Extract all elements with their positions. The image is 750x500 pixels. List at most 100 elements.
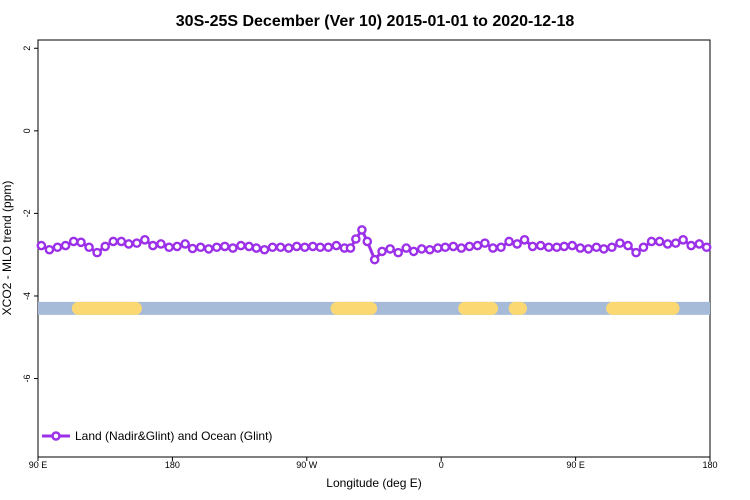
data-point	[393, 247, 403, 258]
data-point	[543, 242, 554, 253]
data-point	[68, 236, 79, 247]
data-point	[567, 240, 578, 251]
data-point	[607, 242, 617, 253]
data-point	[259, 244, 270, 255]
data-point	[351, 234, 361, 244]
data-point	[244, 241, 254, 252]
y-tick-label: -2	[22, 209, 32, 217]
data-point	[670, 238, 681, 248]
data-point	[60, 240, 71, 251]
data-point	[686, 240, 696, 251]
data-point	[408, 246, 419, 257]
x-axis-label: Longitude (deg E)	[326, 476, 421, 490]
data-point	[148, 240, 158, 251]
data-point	[236, 240, 246, 251]
y-axis-label: XCO2 - MLO trend (ppm)	[0, 181, 14, 316]
data-point	[488, 243, 498, 253]
data-point	[84, 242, 94, 253]
data-point	[504, 236, 514, 247]
data-point	[662, 239, 673, 249]
data-point	[315, 242, 326, 253]
data-point	[362, 236, 373, 247]
data-point	[251, 243, 262, 253]
x-tick-label: 0	[439, 460, 444, 470]
series	[36, 225, 712, 265]
data-point	[195, 242, 206, 253]
data-point	[123, 239, 134, 249]
data-point	[678, 235, 688, 245]
data-point	[345, 243, 356, 253]
data-point	[308, 241, 318, 252]
data-point	[52, 242, 63, 253]
data-point	[116, 236, 127, 247]
data-point	[291, 241, 302, 252]
data-point	[401, 243, 412, 253]
data-point	[131, 238, 142, 248]
data-point	[220, 241, 230, 252]
data-point	[527, 241, 538, 252]
data-point	[646, 236, 657, 247]
legend-label: Land (Nadir&Glint) and Ocean (Glint)	[75, 429, 272, 443]
data-point	[638, 242, 649, 253]
data-point	[108, 236, 119, 247]
data-point	[456, 243, 467, 253]
data-point	[654, 236, 665, 247]
y-tick-label: -6	[22, 375, 32, 383]
data-point	[228, 243, 238, 253]
data-point	[591, 242, 602, 253]
y-tick-label: 0	[22, 128, 32, 133]
data-point	[369, 254, 380, 265]
data-point	[187, 243, 198, 254]
data-point	[496, 242, 506, 253]
data-point	[275, 242, 286, 253]
data-point	[599, 244, 609, 254]
data-point	[267, 242, 278, 253]
data-point	[156, 239, 166, 249]
x-tick-label: 180	[702, 460, 717, 470]
x-tick-label: 180	[165, 460, 180, 470]
data-point	[448, 241, 459, 252]
data-point	[140, 235, 150, 245]
data-point	[36, 240, 47, 251]
x-axis: 90 E 180 90 W 0 90 E 180	[29, 457, 718, 470]
data-point	[92, 247, 102, 258]
data-point	[433, 243, 443, 253]
data-point	[480, 238, 490, 248]
data-point	[203, 244, 214, 254]
y-tick-label: 2	[22, 46, 32, 51]
data-point	[424, 244, 435, 255]
data-point	[299, 242, 310, 253]
data-point	[701, 242, 712, 253]
data-point	[583, 244, 594, 254]
data-point	[385, 244, 395, 254]
data-point	[472, 240, 483, 251]
data-point	[283, 243, 294, 253]
x-tick-label: 90 W	[296, 460, 318, 470]
data-point	[551, 242, 562, 253]
data-point	[357, 225, 367, 235]
data-point	[535, 240, 546, 251]
data-point	[76, 237, 86, 248]
data-point	[100, 241, 110, 252]
y-tick-label: -4	[22, 292, 32, 300]
data-point	[44, 244, 55, 255]
data-point	[211, 242, 222, 253]
data-point	[615, 238, 625, 248]
x-tick-label: 90 E	[29, 460, 48, 470]
data-point	[464, 241, 475, 252]
y-axis: 2 0 -2 -4 -6	[22, 46, 38, 383]
data-point	[575, 243, 586, 253]
data-point	[323, 242, 334, 253]
legend: Land (Nadir&Glint) and Ocean (Glint)	[42, 429, 272, 443]
data-point	[172, 241, 182, 252]
chart-title: 30S-25S December (Ver 10) 2015-01-01 to …	[176, 13, 575, 30]
data-point	[694, 239, 705, 249]
data-point	[512, 239, 522, 249]
legend-marker	[51, 431, 61, 441]
data-point	[559, 241, 569, 252]
data-point	[416, 244, 427, 254]
data-point	[164, 242, 174, 253]
data-point	[440, 242, 451, 253]
data-point	[631, 247, 641, 258]
